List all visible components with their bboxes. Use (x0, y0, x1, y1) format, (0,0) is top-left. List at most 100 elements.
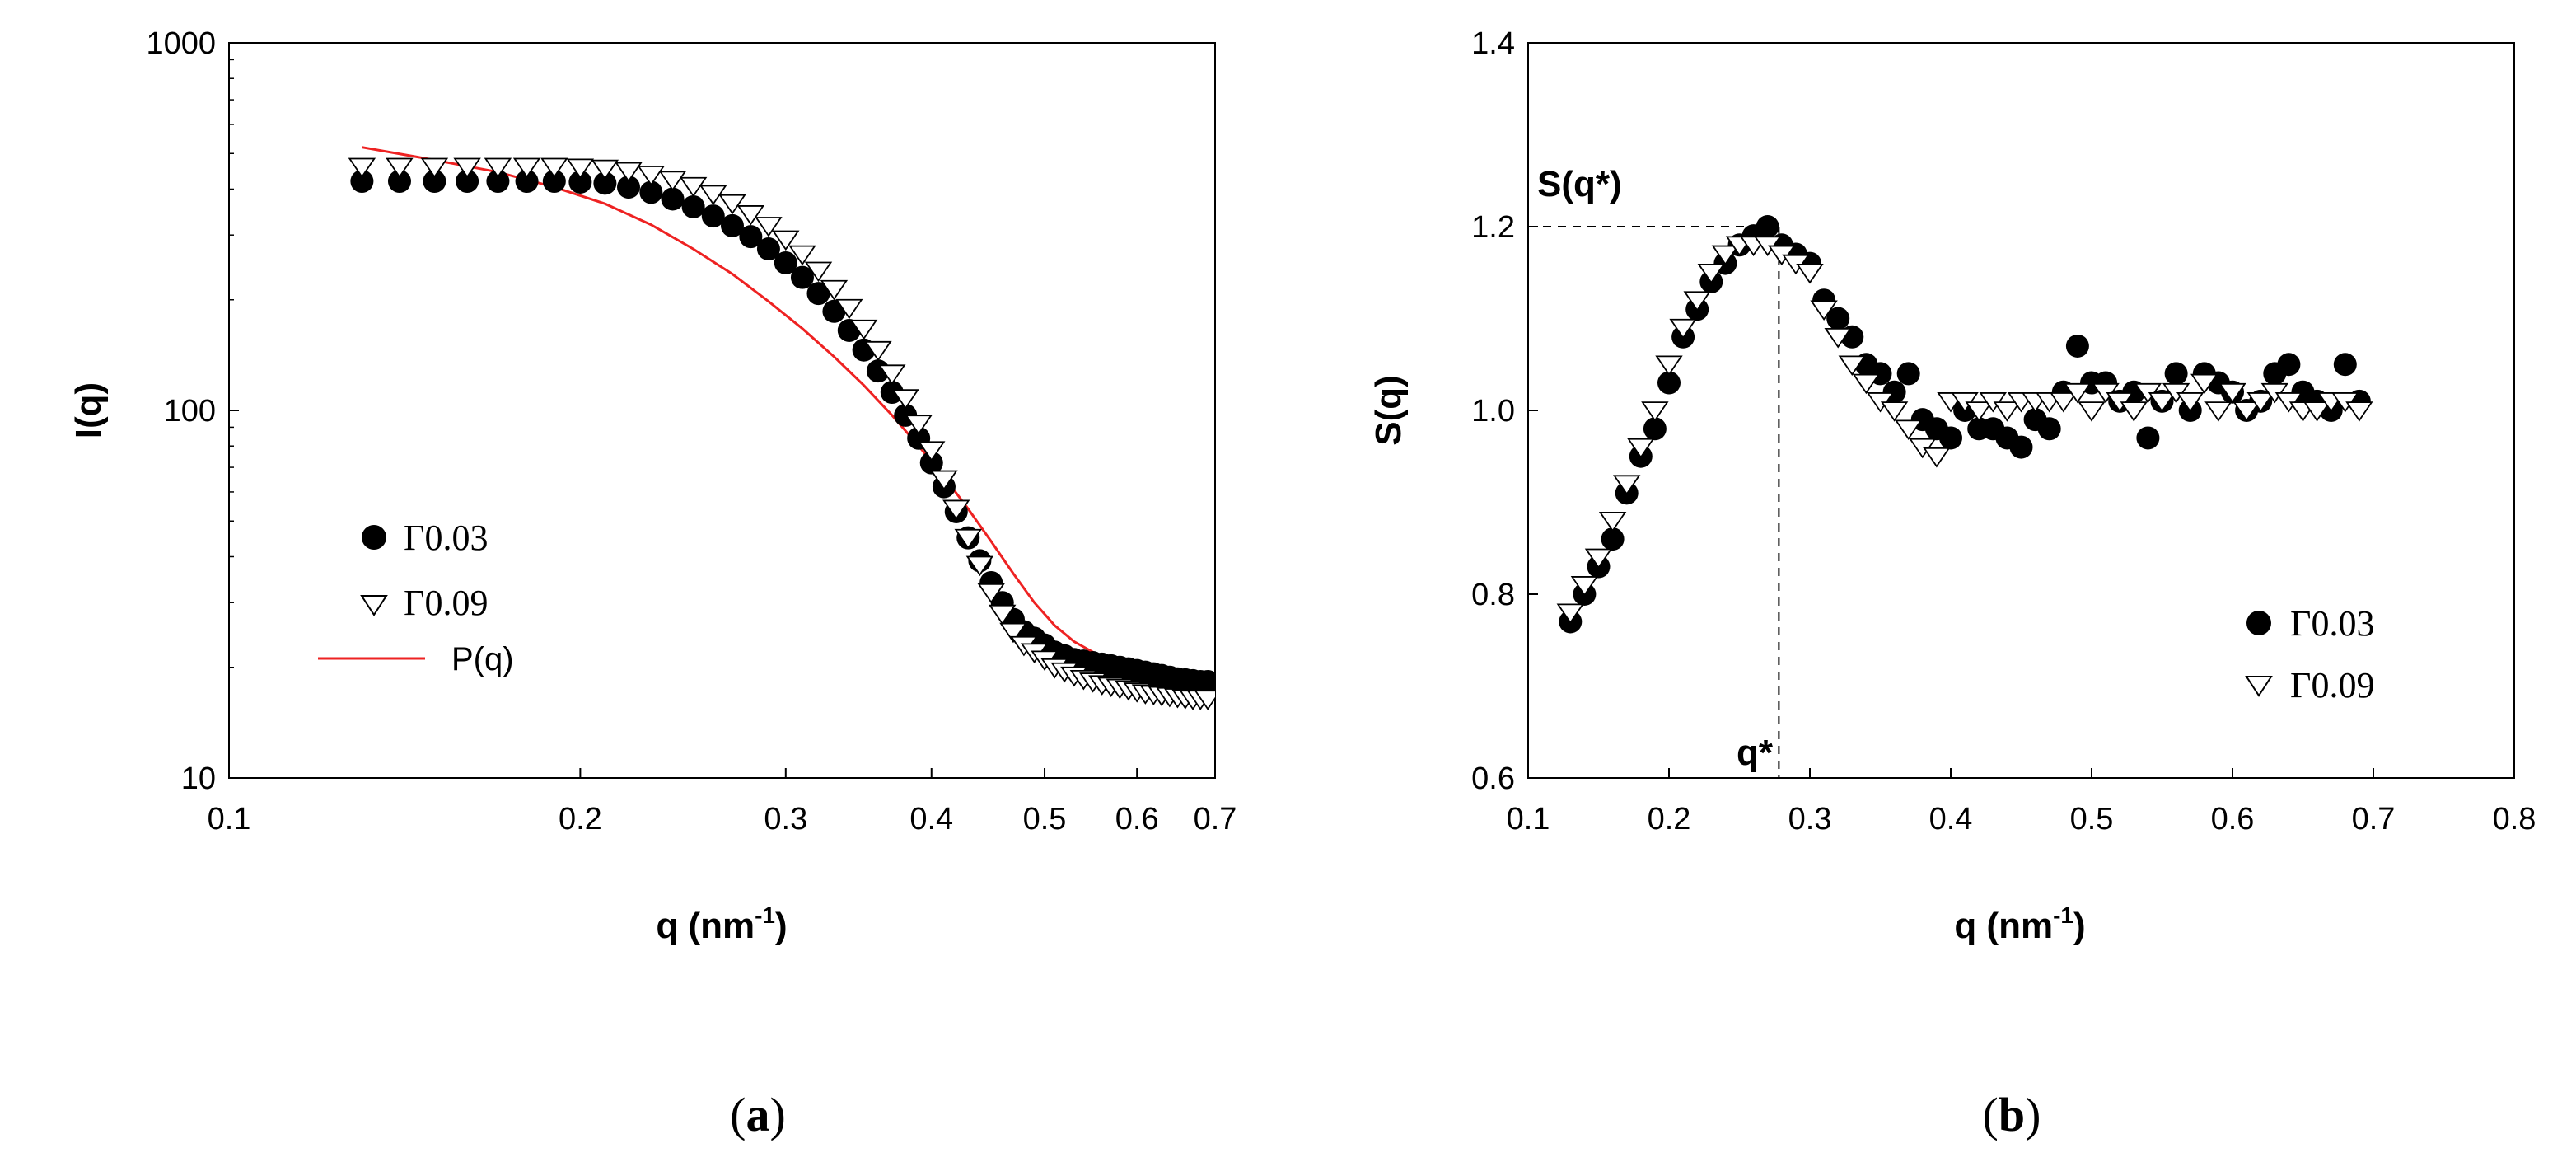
x-tick-label: 0.6 (2211, 802, 2255, 836)
point-g009 (2190, 373, 2218, 395)
point-g003 (423, 170, 446, 194)
x-tick-label: 0.1 (1507, 802, 1550, 836)
x-tick-label: 0.5 (1023, 802, 1067, 836)
legend-b-label-g003: Γ0.03 (2290, 603, 2374, 644)
point-g003 (2333, 353, 2357, 377)
y-axis-label-b: S(q) (1368, 375, 1409, 446)
point-g003 (774, 251, 797, 274)
legend-b-marker-g003 (2246, 611, 2271, 635)
x-axis-label-a: q (nm-1) (656, 902, 787, 946)
point-g003 (568, 170, 592, 194)
x-tick-label: 0.2 (1648, 802, 1691, 836)
point-g009 (512, 157, 541, 179)
point-g009 (1697, 263, 1726, 284)
point-g009 (977, 583, 1005, 604)
panel-label-a-close: ) (770, 1088, 786, 1141)
point-g003 (806, 282, 830, 306)
point-g009 (1824, 327, 1852, 349)
panel-label-b-open: ( (1983, 1088, 1999, 1141)
peak-guides-b (1528, 226, 1780, 778)
point-g009 (718, 194, 746, 215)
point-g003 (639, 180, 663, 204)
point-g009 (484, 157, 512, 179)
point-g009 (2050, 392, 2078, 413)
panel-a: 0.1 0.2 0.3 0.4 0.5 0.6 0.7 10 100 1000 I(q) q (n… (68, 26, 1237, 946)
point-g009 (2064, 382, 2092, 404)
point-g009 (1655, 355, 1683, 376)
point-g003 (387, 170, 411, 194)
x-axis-label-b-sup: -1 (2053, 902, 2073, 928)
point-g003 (2277, 353, 2301, 377)
x-axis-label-a-close: ) (775, 906, 788, 946)
point-g003 (350, 170, 374, 194)
point-g009 (2218, 382, 2246, 404)
x-tick-label: 0.4 (1929, 802, 1973, 836)
panel-b: 0.1 0.2 0.3 0.4 0.5 0.6 0.7 0.80.60.81.01.21.4 … (1368, 26, 2536, 946)
point-g009 (1683, 291, 1711, 312)
point-g009 (1965, 401, 1993, 422)
point-g003 (681, 194, 705, 218)
point-g009 (1669, 318, 1697, 340)
point-g009 (637, 166, 666, 186)
point-g003 (515, 170, 539, 194)
point-g003 (617, 176, 641, 199)
point-g009 (755, 217, 783, 237)
point-g009 (615, 162, 643, 183)
point-g003 (1896, 362, 1920, 386)
point-g003 (701, 204, 725, 228)
panel-label-a-letter: a (746, 1088, 770, 1141)
point-g003 (1826, 307, 1850, 330)
point-g009 (1923, 447, 1951, 468)
legend-b: Γ0.03 Γ0.09 (2245, 603, 2374, 705)
point-g003 (1601, 527, 1625, 551)
y-tick-label: 1.2 (1471, 210, 1515, 245)
point-g003 (2136, 426, 2160, 450)
point-g003 (1939, 426, 1962, 450)
x-tick-label: 0.2 (559, 802, 602, 836)
point-g009 (566, 158, 595, 179)
x-tick-label: 0.7 (2352, 802, 2396, 836)
point-g009 (820, 279, 849, 301)
point-g003 (2164, 362, 2188, 386)
point-g009 (1894, 419, 1923, 440)
point-g009 (540, 157, 568, 179)
panel-label-b-letter: b (1999, 1088, 2025, 1141)
y-tick-label: 1.0 (1471, 394, 1515, 429)
point-g009 (1852, 373, 1881, 395)
q-star-label: q* (1737, 733, 1774, 773)
point-g003 (1643, 417, 1667, 441)
point-g003 (486, 170, 510, 194)
point-g003 (919, 451, 943, 475)
point-g003 (456, 170, 479, 194)
x-tick-label: 0.1 (208, 802, 251, 836)
y-tick-label: 0.8 (1471, 578, 1515, 612)
point-g009 (1194, 690, 1215, 710)
point-g009 (1838, 355, 1867, 376)
panel-label-b: (b) (1983, 1088, 2041, 1141)
x-axis-label-b-close: ) (2073, 906, 2086, 946)
point-g009 (679, 176, 708, 198)
point-g003 (1657, 371, 1681, 395)
legend-a-label-g009: Γ0.09 (404, 583, 488, 623)
point-g009 (878, 364, 906, 385)
point-g003 (1196, 669, 1215, 693)
point-g009 (1880, 401, 1909, 422)
x-tick-label: 0.3 (764, 802, 807, 836)
legend-b-marker-g009 (2245, 676, 2273, 697)
panel-label-a-open: ( (730, 1088, 746, 1141)
y-tick-label: 1000 (146, 26, 216, 61)
axis-ticks-b: 0.1 0.2 0.3 0.4 0.5 0.6 0.7 0.8 0.6 0.8 1.0 1.2 1.4 (1471, 26, 2536, 836)
y-axis-label-a: I(q) (68, 382, 109, 438)
point-g009 (2204, 401, 2232, 422)
legend-a-marker-g003 (362, 525, 386, 550)
point-g003 (1756, 215, 1779, 238)
point-g009 (788, 245, 816, 266)
point-g009 (1598, 512, 1627, 532)
point-g003 (661, 187, 685, 211)
y-tick-label: 100 (164, 394, 216, 429)
point-g009 (849, 319, 878, 340)
x-axis-label-b-main: q (nm (1954, 906, 2053, 946)
x-axis-label-a-main: q (nm (656, 906, 755, 946)
point-g009 (954, 528, 982, 550)
point-g009 (453, 157, 481, 179)
